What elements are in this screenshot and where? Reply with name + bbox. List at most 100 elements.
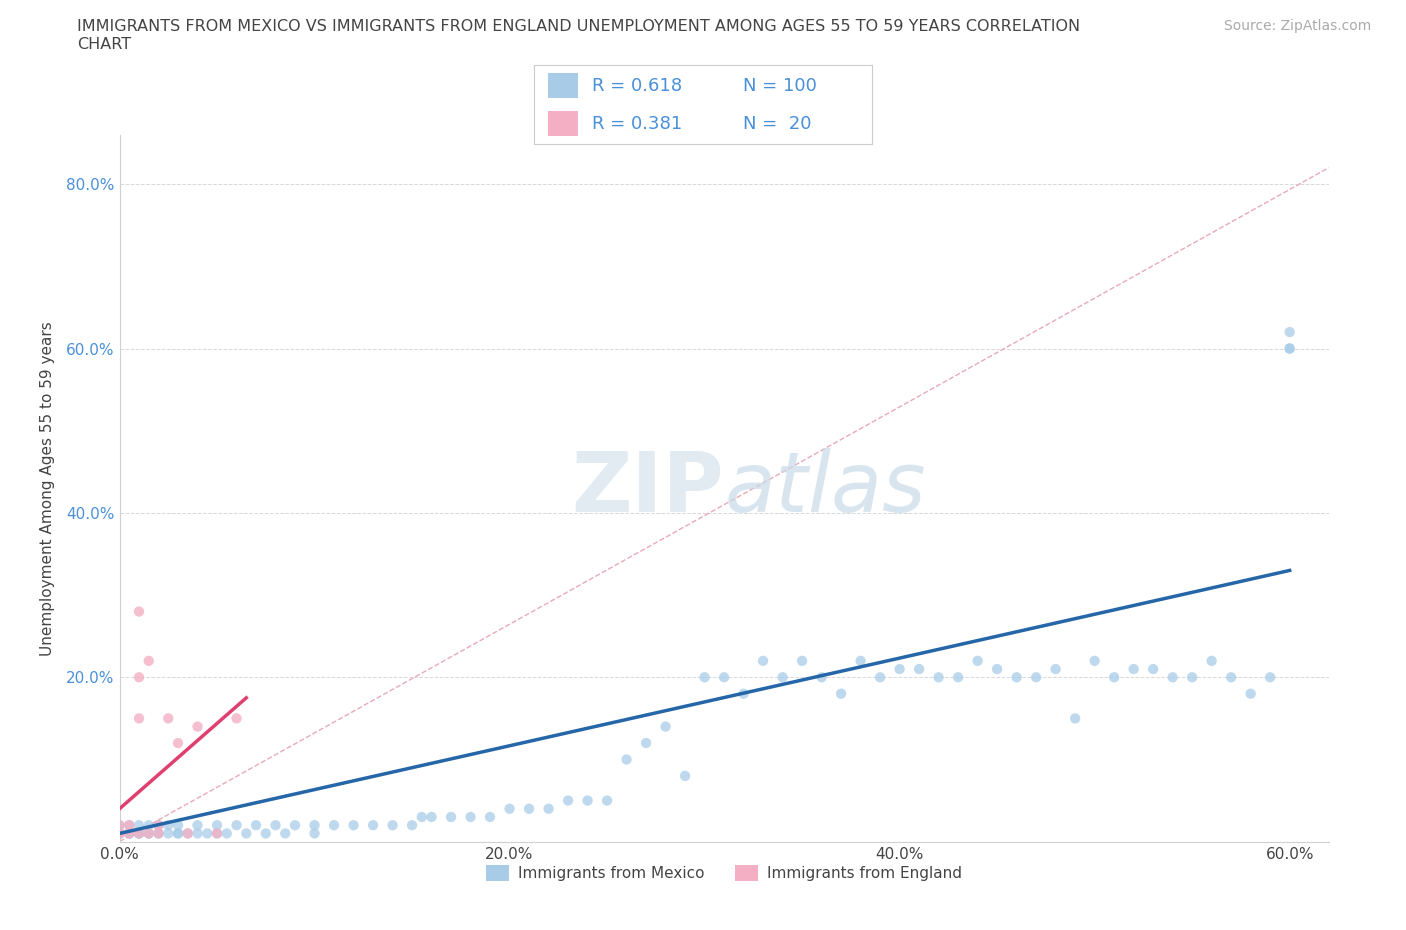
Point bbox=[1240, 686, 1263, 701]
Point bbox=[128, 826, 150, 841]
Point bbox=[537, 802, 560, 817]
Point bbox=[304, 817, 326, 832]
Point bbox=[157, 817, 180, 832]
Point bbox=[381, 817, 404, 832]
Point bbox=[713, 670, 735, 684]
Point bbox=[1102, 670, 1125, 684]
Point bbox=[118, 826, 141, 841]
Point bbox=[498, 802, 520, 817]
Point bbox=[148, 826, 170, 841]
Point bbox=[148, 817, 170, 832]
Point bbox=[752, 654, 775, 669]
Point bbox=[138, 826, 160, 841]
FancyBboxPatch shape bbox=[548, 111, 578, 137]
Point bbox=[361, 817, 384, 832]
Point bbox=[636, 736, 658, 751]
Point bbox=[118, 826, 141, 841]
Point bbox=[157, 826, 180, 841]
Point bbox=[138, 817, 160, 832]
Point bbox=[138, 654, 160, 669]
Point bbox=[420, 809, 443, 824]
Point bbox=[1181, 670, 1204, 684]
Point bbox=[167, 826, 190, 841]
Point bbox=[108, 826, 131, 841]
Point bbox=[128, 817, 150, 832]
Point bbox=[323, 817, 346, 832]
Point bbox=[693, 670, 716, 684]
Point bbox=[186, 719, 208, 734]
Point bbox=[108, 826, 131, 841]
Point bbox=[254, 826, 277, 841]
Text: CHART: CHART bbox=[77, 37, 131, 52]
Point bbox=[128, 826, 150, 841]
Point bbox=[946, 670, 969, 684]
Point bbox=[1201, 654, 1223, 669]
Point bbox=[225, 711, 247, 725]
Point bbox=[889, 661, 911, 676]
Point bbox=[186, 817, 208, 832]
Point bbox=[1258, 670, 1281, 684]
Point bbox=[186, 826, 208, 841]
Point bbox=[128, 826, 150, 841]
Point bbox=[1122, 661, 1144, 676]
Point bbox=[1084, 654, 1107, 669]
Point bbox=[148, 826, 170, 841]
Point bbox=[118, 817, 141, 832]
Point bbox=[460, 809, 482, 824]
Point bbox=[118, 817, 141, 832]
Point bbox=[108, 826, 131, 841]
Point bbox=[128, 826, 150, 841]
Point bbox=[128, 826, 150, 841]
Point bbox=[108, 826, 131, 841]
Point bbox=[118, 826, 141, 841]
Point bbox=[274, 826, 297, 841]
Point bbox=[869, 670, 891, 684]
Point bbox=[342, 817, 364, 832]
Point bbox=[108, 826, 131, 841]
Text: atlas: atlas bbox=[724, 447, 925, 529]
Point bbox=[284, 817, 307, 832]
Point bbox=[596, 793, 619, 808]
Text: R = 0.381: R = 0.381 bbox=[592, 114, 682, 133]
Point bbox=[1278, 325, 1301, 339]
Text: Source: ZipAtlas.com: Source: ZipAtlas.com bbox=[1223, 19, 1371, 33]
Point bbox=[205, 826, 228, 841]
Point bbox=[733, 686, 755, 701]
Point bbox=[264, 817, 287, 832]
Point bbox=[167, 826, 190, 841]
Legend: Immigrants from Mexico, Immigrants from England: Immigrants from Mexico, Immigrants from … bbox=[479, 858, 969, 887]
Point bbox=[118, 826, 141, 841]
Point bbox=[148, 826, 170, 841]
Point bbox=[411, 809, 433, 824]
Point bbox=[177, 826, 200, 841]
Text: ZIP: ZIP bbox=[572, 447, 724, 529]
Point bbox=[128, 604, 150, 619]
Point bbox=[205, 826, 228, 841]
Point bbox=[1278, 341, 1301, 356]
Point bbox=[108, 826, 131, 841]
Point bbox=[167, 736, 190, 751]
Point bbox=[1142, 661, 1164, 676]
Point bbox=[1064, 711, 1087, 725]
Point bbox=[966, 654, 988, 669]
Point bbox=[167, 817, 190, 832]
Point bbox=[108, 826, 131, 841]
Point bbox=[138, 826, 160, 841]
Point bbox=[1025, 670, 1047, 684]
Point bbox=[108, 826, 131, 841]
Y-axis label: Unemployment Among Ages 55 to 59 years: Unemployment Among Ages 55 to 59 years bbox=[39, 321, 55, 656]
Point bbox=[1161, 670, 1184, 684]
Point bbox=[108, 817, 131, 832]
Point bbox=[177, 826, 200, 841]
Point bbox=[1045, 661, 1067, 676]
Text: R = 0.618: R = 0.618 bbox=[592, 76, 682, 95]
Point bbox=[440, 809, 463, 824]
Point bbox=[245, 817, 267, 832]
Point bbox=[138, 826, 160, 841]
Point bbox=[215, 826, 238, 841]
Point bbox=[108, 826, 131, 841]
Point bbox=[654, 719, 676, 734]
Point bbox=[928, 670, 950, 684]
Point bbox=[830, 686, 852, 701]
Point bbox=[576, 793, 599, 808]
